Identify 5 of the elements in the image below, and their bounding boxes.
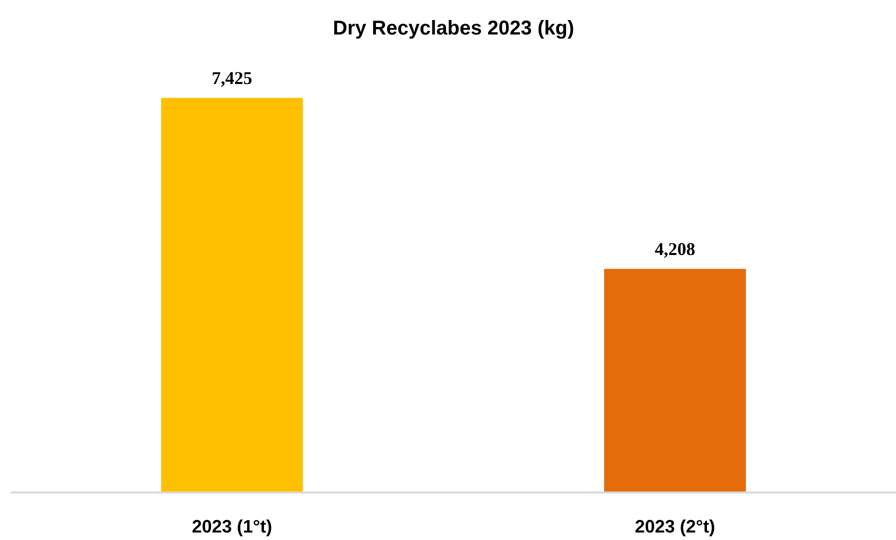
data-label: 4,208: [654, 238, 696, 259]
x-tick-label: 2023 (2°t): [634, 516, 716, 536]
chart-title: Dry Recyclabes 2023 (kg): [332, 18, 574, 40]
x-tick-label: 2023 (1°t): [192, 516, 272, 536]
data-label: 7,425: [212, 68, 252, 88]
